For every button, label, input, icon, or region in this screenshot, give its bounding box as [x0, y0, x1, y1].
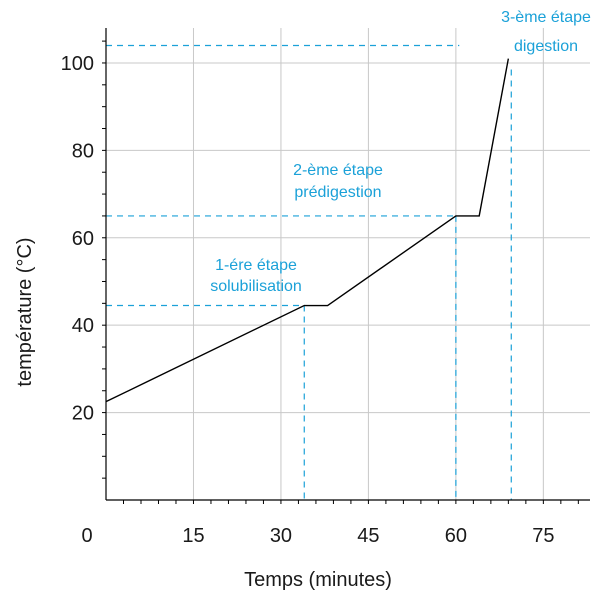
x-tick-label: 45	[357, 525, 379, 547]
y-axis-title: température (°C)	[14, 237, 36, 386]
grid	[106, 28, 590, 500]
stage-label-line1: 2-ème étape	[293, 162, 383, 179]
y-tick-label: 60	[72, 228, 94, 250]
stage-guides	[106, 44, 512, 500]
stage-label-line2: prédigestion	[294, 184, 381, 201]
y-tick-label: 20	[72, 403, 94, 425]
series-layer	[105, 58, 510, 403]
temperature-line	[105, 58, 510, 403]
x-tick-label: 75	[532, 525, 554, 547]
stage-label-line2: digestion	[514, 38, 578, 55]
y-tick-label: 100	[61, 53, 94, 75]
x-tick-label: 60	[445, 525, 467, 547]
y-tick-label: 40	[72, 315, 94, 337]
x-tick-label: 30	[270, 525, 292, 547]
stage-label-line2: solubilisation	[210, 278, 302, 295]
x-tick-label: 0	[81, 525, 92, 547]
stage-label-line1: 3-ème étape	[501, 9, 591, 26]
stage-label-line1: 1-ére étape	[215, 257, 297, 274]
x-axis-title: Temps (minutes)	[244, 569, 392, 590]
axes	[102, 28, 590, 504]
labels-layer: 0 15 30 45 60 75 20 40 60 80 100 1-ére étape solubil…	[61, 9, 591, 547]
y-tick-label: 80	[72, 140, 94, 162]
x-tick-label: 15	[182, 525, 204, 547]
